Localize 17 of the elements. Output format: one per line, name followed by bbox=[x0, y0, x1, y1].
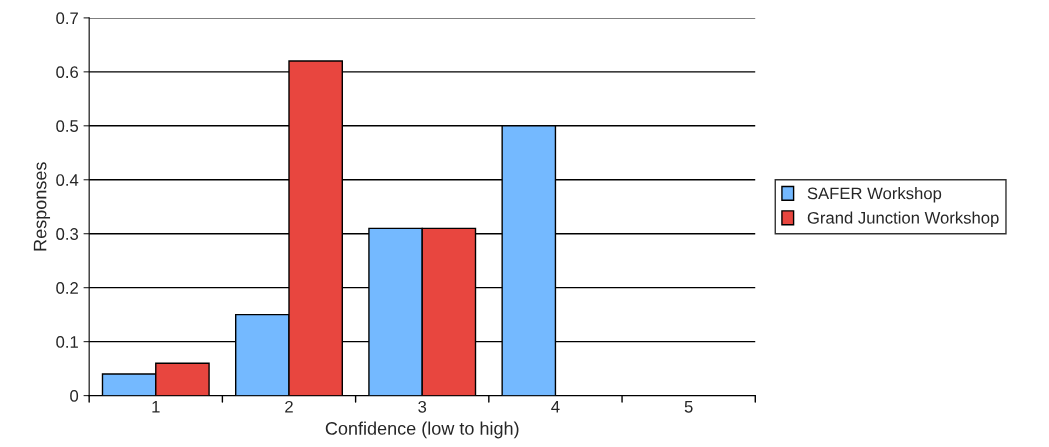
legend-label: Grand Junction Workshop bbox=[807, 211, 999, 228]
y-tick-label: 0.6 bbox=[56, 66, 79, 79]
y-tick-label: 0.7 bbox=[56, 12, 78, 25]
y-tick-label: 0 bbox=[70, 390, 79, 402]
x-axis-title: Confidence (low to high) bbox=[325, 421, 519, 439]
y-tick-label: 0.2 bbox=[56, 282, 78, 294]
x-tick-label: 4 bbox=[551, 401, 560, 413]
y-tick-label: 0.1 bbox=[56, 336, 78, 348]
y-tick-label: 0.3 bbox=[56, 228, 79, 240]
x-tick-label: 3 bbox=[418, 400, 427, 413]
x-tick-label: 2 bbox=[285, 400, 293, 413]
y-tick-label: 0.4 bbox=[56, 174, 79, 186]
x-tick-label: 1 bbox=[152, 401, 160, 413]
y-tick-label: 0.5 bbox=[56, 120, 79, 132]
y-axis-title: Responses bbox=[33, 162, 51, 251]
legend-label: SAFER Workshop bbox=[807, 187, 942, 203]
x-tick-label: 5 bbox=[684, 401, 693, 413]
